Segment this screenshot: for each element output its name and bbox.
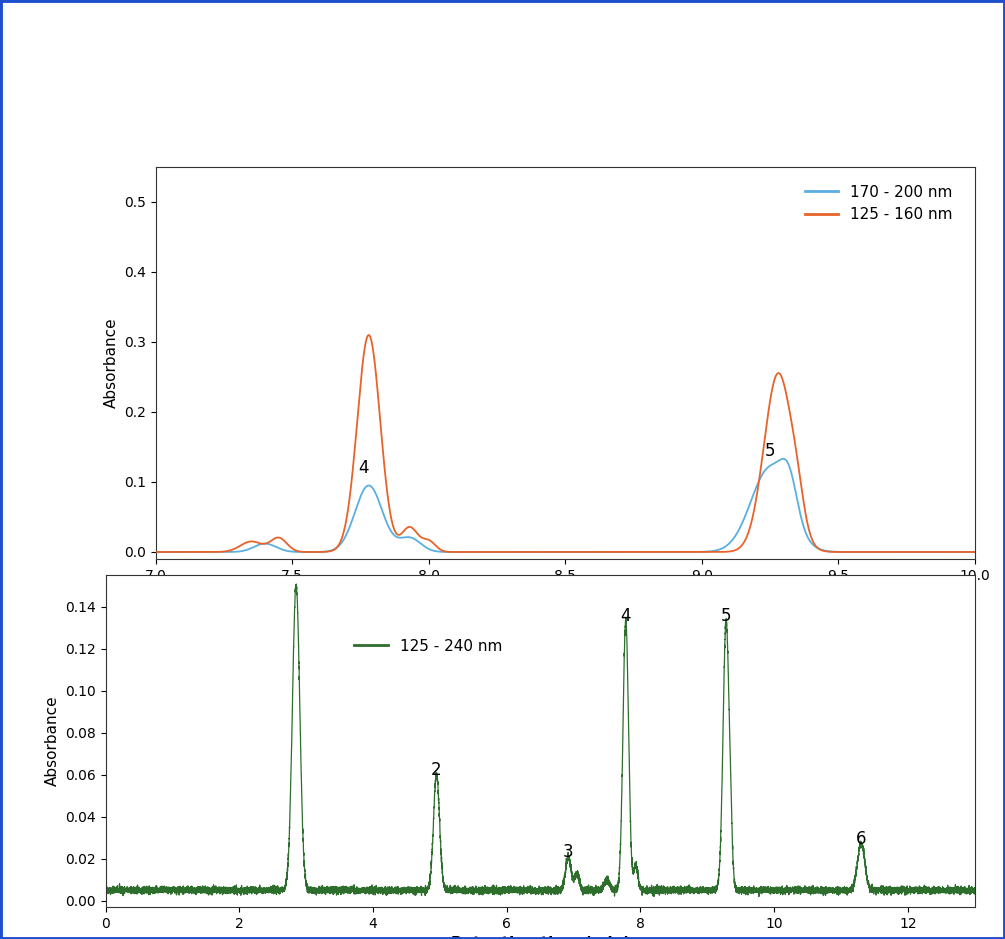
Text: 4: 4	[358, 459, 369, 477]
Text: Total absorbance chromatogram of a FAMEs sample. Zoomed insert shows: Total absorbance chromatogram of a FAMEs…	[95, 25, 801, 44]
Text: 5: 5	[721, 608, 732, 625]
X-axis label: Retention time (min): Retention time (min)	[475, 588, 655, 603]
Y-axis label: Absorbance: Absorbance	[104, 317, 119, 408]
Text: 5 = C18:2 , 6 = C18:3: 5 = C18:2 , 6 = C18:3	[13, 114, 220, 133]
Text: extracted chromatogram for unsaturated FAMEs. 2 = C16:0 , 3 = C18:0 , 4 = C18:1 : extracted chromatogram for unsaturated F…	[13, 69, 810, 88]
X-axis label: Retention time (min): Retention time (min)	[450, 936, 630, 939]
Text: 5: 5	[765, 441, 775, 459]
Legend: 170 - 200 nm, 125 - 160 nm: 170 - 200 nm, 125 - 160 nm	[798, 178, 959, 228]
Text: 4: 4	[620, 608, 631, 625]
Text: Figure 2:: Figure 2:	[13, 25, 109, 44]
Text: 6: 6	[856, 830, 866, 848]
Y-axis label: Absorbance: Absorbance	[44, 696, 59, 786]
Text: 2: 2	[431, 761, 442, 778]
Legend: 125 - 240 nm: 125 - 240 nm	[348, 633, 509, 660]
Text: 3: 3	[563, 843, 574, 861]
